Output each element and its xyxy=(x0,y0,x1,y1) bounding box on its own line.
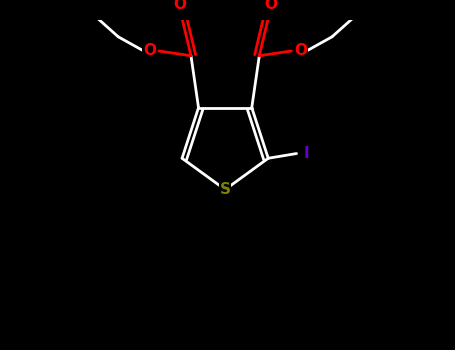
Text: O: O xyxy=(294,43,307,58)
Text: O: O xyxy=(143,43,156,58)
Text: O: O xyxy=(173,0,186,12)
Text: I: I xyxy=(304,146,310,161)
Text: S: S xyxy=(220,182,231,197)
Text: O: O xyxy=(264,0,277,12)
